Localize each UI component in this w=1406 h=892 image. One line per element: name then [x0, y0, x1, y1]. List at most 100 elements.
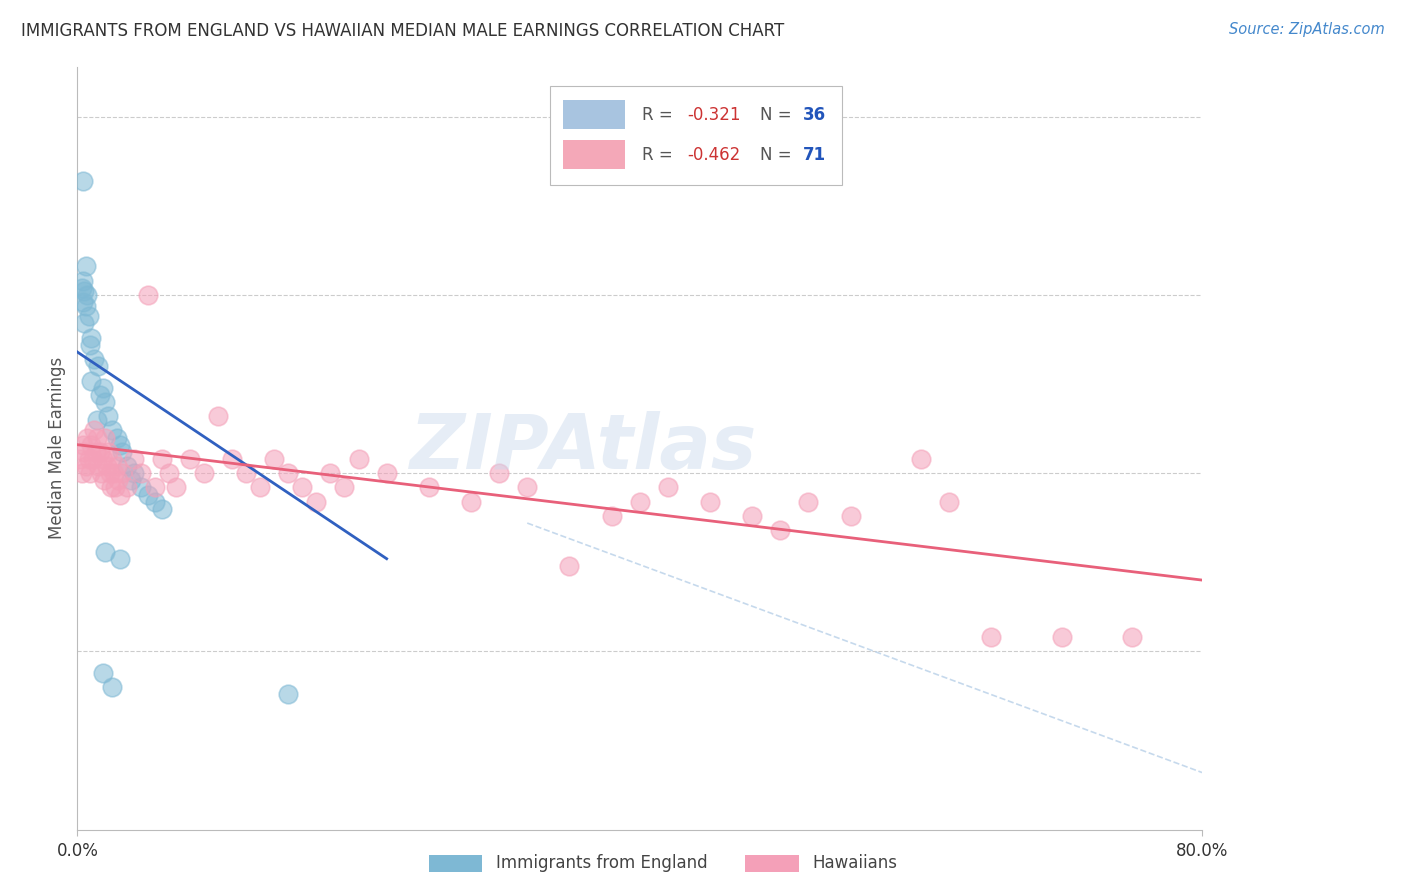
Text: -0.321: -0.321	[688, 106, 741, 124]
Point	[115, 480, 138, 494]
Text: 36: 36	[803, 106, 825, 124]
Point	[136, 288, 159, 302]
Point	[101, 451, 124, 466]
Point	[291, 480, 314, 494]
Point	[80, 331, 103, 345]
Point	[235, 466, 257, 480]
Point	[72, 274, 94, 288]
Point	[101, 424, 124, 438]
Point	[91, 451, 114, 466]
Point	[305, 494, 328, 508]
Point	[100, 480, 122, 494]
Point	[797, 494, 820, 508]
Point	[105, 458, 128, 473]
Point	[839, 508, 862, 523]
Point	[347, 451, 370, 466]
Text: N =: N =	[761, 106, 797, 124]
Point	[143, 480, 166, 494]
Point	[72, 438, 94, 452]
Point	[600, 508, 623, 523]
Point	[69, 451, 91, 466]
Point	[108, 438, 131, 452]
Point	[980, 630, 1002, 644]
Text: N =: N =	[761, 145, 797, 163]
Text: Immigrants from England: Immigrants from England	[496, 855, 709, 872]
Point	[94, 431, 117, 445]
Text: -0.462: -0.462	[688, 145, 740, 163]
Point	[108, 551, 131, 566]
Point	[72, 295, 94, 310]
Point	[89, 388, 111, 402]
Point	[193, 466, 215, 480]
Point	[910, 451, 932, 466]
Text: Hawaiians: Hawaiians	[813, 855, 897, 872]
Point	[77, 310, 100, 324]
Text: IMMIGRANTS FROM ENGLAND VS HAWAIIAN MEDIAN MALE EARNINGS CORRELATION CHART: IMMIGRANTS FROM ENGLAND VS HAWAIIAN MEDI…	[21, 22, 785, 40]
Point	[108, 487, 131, 501]
Text: 71: 71	[803, 145, 825, 163]
Point	[91, 665, 114, 680]
Point	[89, 444, 111, 458]
Point	[558, 558, 581, 573]
Point	[115, 458, 138, 473]
Point	[179, 451, 201, 466]
Text: R =: R =	[643, 106, 678, 124]
Point	[105, 431, 128, 445]
Point	[516, 480, 538, 494]
Text: Source: ZipAtlas.com: Source: ZipAtlas.com	[1229, 22, 1385, 37]
Point	[122, 451, 145, 466]
Point	[333, 480, 356, 494]
Point	[93, 473, 115, 487]
Point	[84, 444, 107, 458]
Bar	[564, 101, 626, 129]
Point	[94, 395, 117, 409]
Point	[97, 444, 120, 458]
Point	[165, 480, 187, 494]
Point	[277, 466, 299, 480]
Point	[657, 480, 679, 494]
Point	[460, 494, 482, 508]
Point	[76, 288, 98, 302]
Point	[221, 451, 243, 466]
Point	[87, 458, 110, 473]
Point	[249, 480, 271, 494]
Point	[86, 413, 108, 427]
Point	[938, 494, 960, 508]
Point	[207, 409, 229, 424]
Point	[79, 466, 101, 480]
Point	[143, 494, 166, 508]
Point	[83, 424, 105, 438]
Point	[73, 285, 96, 299]
Point	[150, 501, 173, 516]
Point	[628, 494, 651, 508]
Point	[101, 680, 124, 694]
Point	[98, 466, 121, 480]
Point	[277, 687, 299, 701]
Point	[86, 431, 108, 445]
Point	[70, 281, 93, 295]
Point	[741, 508, 763, 523]
Point	[73, 317, 96, 331]
Point	[79, 338, 101, 352]
Point	[77, 451, 100, 466]
Point	[90, 466, 112, 480]
Point	[75, 299, 97, 313]
Point	[104, 480, 127, 494]
Point	[157, 466, 180, 480]
Y-axis label: Median Male Earnings: Median Male Earnings	[48, 357, 66, 540]
Point	[97, 409, 120, 424]
Point	[70, 466, 93, 480]
Point	[120, 473, 142, 487]
Point	[76, 431, 98, 445]
Point	[150, 451, 173, 466]
Point	[122, 466, 145, 480]
Point	[1121, 630, 1143, 644]
Point	[82, 451, 104, 466]
Point	[136, 487, 159, 501]
Point	[103, 466, 125, 480]
Point	[75, 260, 97, 274]
Point	[91, 381, 114, 395]
Point	[129, 466, 152, 480]
Point	[111, 466, 134, 480]
Point	[72, 174, 94, 188]
